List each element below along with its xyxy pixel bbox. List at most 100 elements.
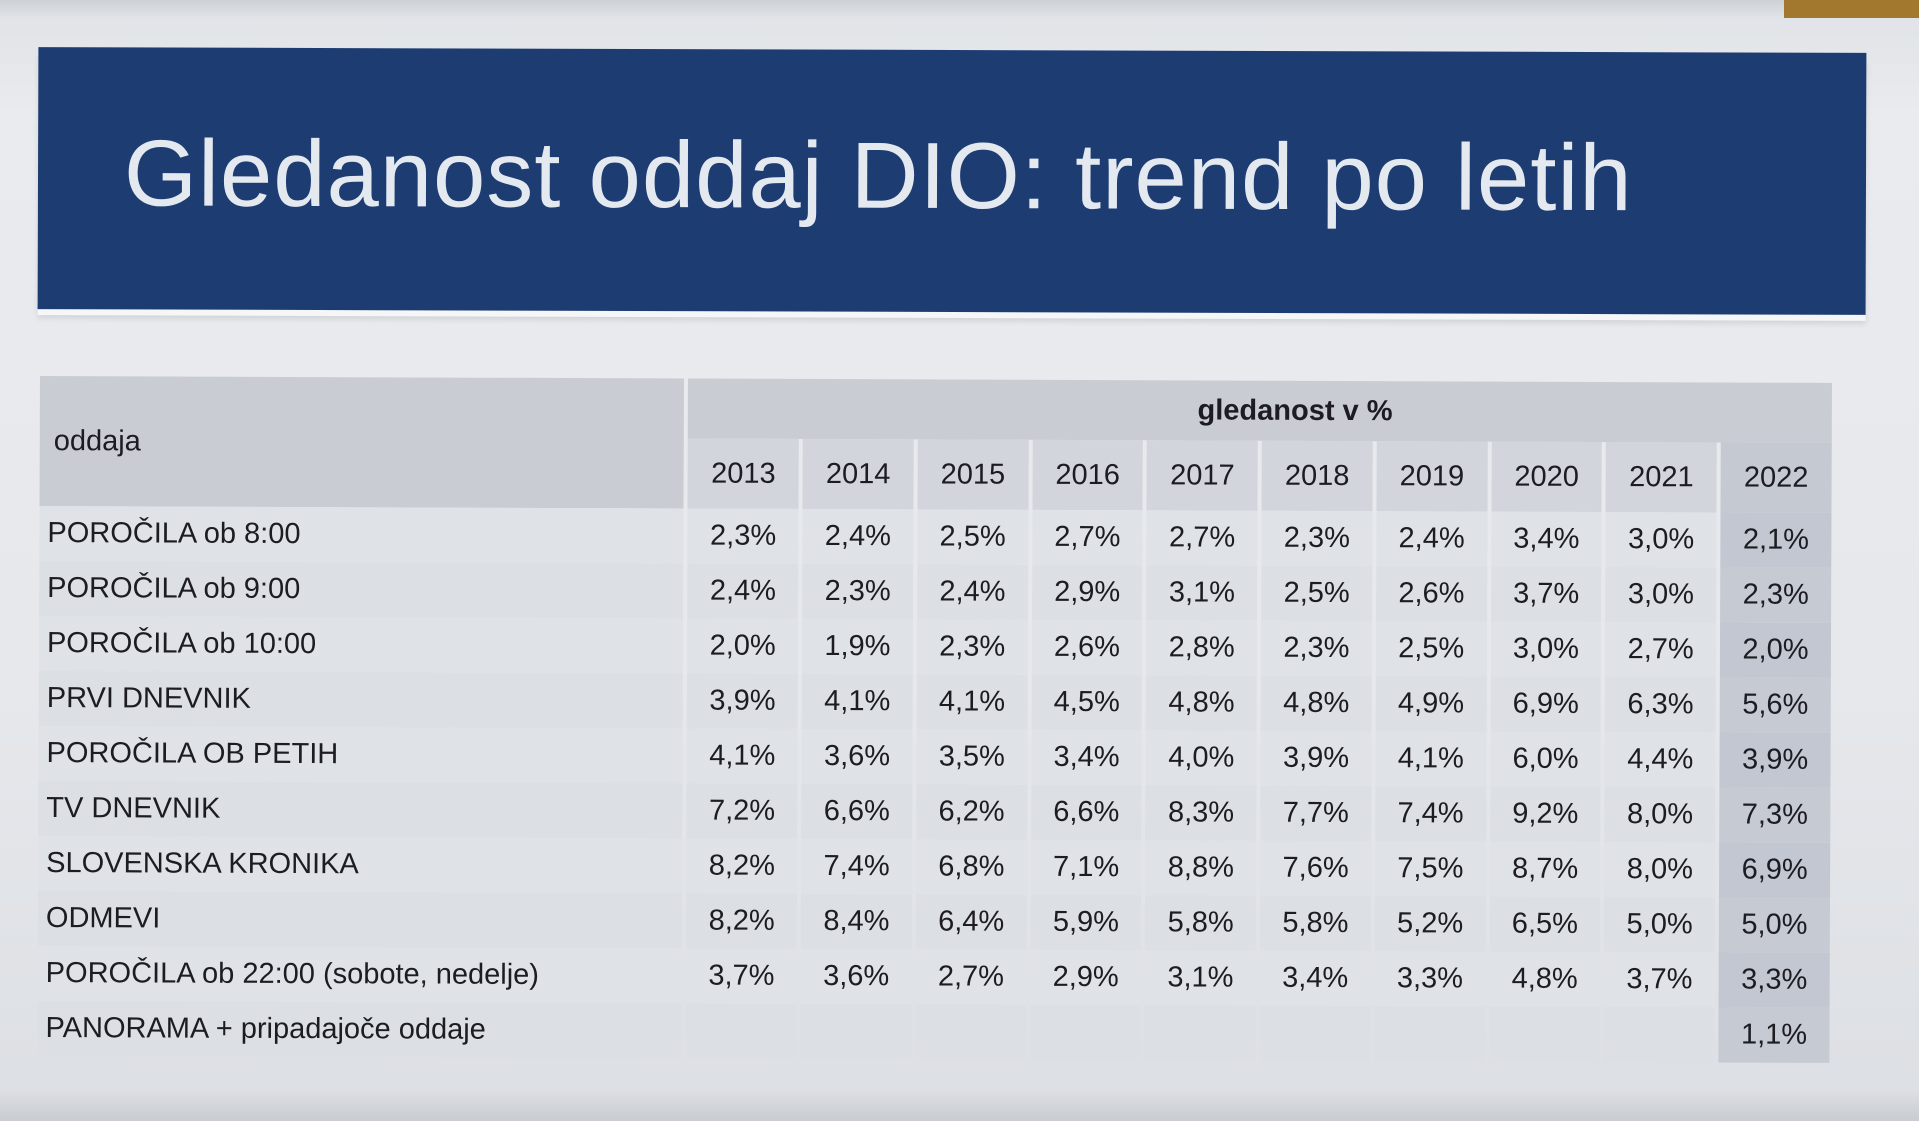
rating-cell-2013: 2,3% [687, 508, 799, 564]
rating-cell-2014: 2,3% [802, 563, 914, 620]
rating-cell-2014: 4,1% [801, 673, 913, 730]
rating-cell-2019 [1374, 1006, 1486, 1062]
rating-cell-2018: 2,3% [1261, 510, 1373, 567]
rating-cell-2015: 6,8% [915, 839, 1027, 895]
row-program-name: PANORAMA + pripadajoče oddaje [37, 1001, 682, 1059]
row-program-name: ODMEVI [37, 891, 683, 949]
rating-cell-2013: 4,1% [686, 728, 798, 784]
rating-cell-2014: 2,4% [802, 508, 914, 565]
rating-cell-2016: 5,9% [1030, 894, 1142, 951]
table-row: TV DNEVNIK 7,2% 6,6% 6,2% 6,6% 8,3% 7,7% 7,4% 9,… [38, 781, 1831, 843]
rating-cell-2017: 2,7% [1146, 510, 1258, 566]
rating-cell-2020 [1489, 1006, 1600, 1063]
rating-cell-2020: 6,0% [1490, 731, 1602, 788]
rating-cell-2016: 2,9% [1030, 949, 1142, 1006]
rating-cell-2015: 2,4% [916, 564, 1028, 620]
rating-cell-2018: 7,7% [1260, 785, 1372, 842]
row-program-name: SLOVENSKA KRONIKA [38, 836, 683, 894]
rating-cell-2013: 7,2% [686, 783, 798, 839]
rating-cell-2017: 8,8% [1145, 840, 1257, 896]
ratings-table-container: oddaja gledanost v % 2013 2014 2015 2016 201… [33, 376, 1836, 1063]
rating-cell-2014: 1,9% [801, 618, 913, 675]
rating-cell-2020: 6,9% [1490, 676, 1602, 733]
rating-cell-2019: 2,4% [1376, 511, 1488, 567]
table-row: POROČILA ob 22:00 (sobote, nedelje) 3,7% 3… [37, 946, 1830, 1008]
rating-cell-2022: 1,1% [1718, 1007, 1830, 1063]
title-banner: Gledanost oddaj DIO: trend po letih [37, 47, 1867, 315]
rating-cell-2018: 2,3% [1260, 620, 1372, 677]
rating-cell-2018: 7,6% [1260, 840, 1372, 897]
rating-cell-2016: 2,9% [1031, 564, 1143, 621]
rating-cell-2018: 3,9% [1260, 730, 1372, 787]
ratings-table: oddaja gledanost v % 2013 2014 2015 2016 201… [33, 376, 1836, 1063]
rating-cell-2015: 2,5% [917, 509, 1029, 565]
row-program-name: POROČILA OB PETIH [38, 726, 684, 784]
rating-cell-2020: 4,8% [1489, 951, 1601, 1008]
row-program-name: TV DNEVNIK [38, 781, 683, 839]
rating-cell-2017: 5,8% [1145, 895, 1257, 951]
rating-cell-2013 [685, 1003, 797, 1059]
year-header-2016: 2016 [1032, 439, 1144, 511]
rating-cell-2014: 6,6% [801, 783, 913, 840]
rating-cell-2019: 2,6% [1375, 566, 1487, 622]
rating-cell-2017: 8,3% [1145, 785, 1257, 841]
rating-cell-2013: 3,9% [687, 673, 798, 729]
rating-cell-2016: 2,7% [1031, 509, 1143, 566]
table-header: oddaja gledanost v % 2013 2014 2015 2016 201… [39, 376, 1832, 513]
table-row: PANORAMA + pripadajoče oddaje 1,1% [37, 1001, 1830, 1063]
rating-cell-2021: 6,3% [1605, 677, 1716, 733]
rating-cell-2015: 3,5% [916, 729, 1028, 785]
photo-bottom-edge [0, 1089, 1919, 1121]
row-program-name: POROČILA ob 10:00 [38, 616, 684, 674]
rating-cell-2022: 2,1% [1720, 512, 1832, 568]
rating-cell-2016: 7,1% [1030, 839, 1142, 896]
rating-cell-2013: 2,4% [687, 563, 799, 619]
rating-cell-2015: 2,3% [916, 619, 1028, 675]
year-header-2019: 2019 [1376, 441, 1488, 512]
rating-cell-2018: 4,8% [1260, 675, 1372, 732]
rating-cell-2022: 7,3% [1719, 787, 1831, 843]
table-row: POROČILA ob 10:00 2,0% 1,9% 2,3% 2,6% 2,8% 2,3… [38, 616, 1832, 678]
rating-cell-2021: 3,0% [1605, 512, 1717, 568]
rating-cell-2015: 6,2% [916, 784, 1028, 840]
rating-cell-2020: 8,7% [1489, 841, 1601, 898]
rating-cell-2019: 2,5% [1375, 621, 1487, 677]
rating-cell-2020: 3,4% [1490, 511, 1602, 568]
rating-cell-2018 [1259, 1005, 1371, 1062]
table-row: SLOVENSKA KRONIKA 8,2% 7,4% 6,8% 7,1% 8,8% 7,6… [38, 836, 1831, 898]
rating-cell-2017: 3,1% [1146, 565, 1258, 621]
year-header-2015: 2015 [917, 439, 1029, 510]
rating-cell-2013: 8,2% [686, 838, 798, 894]
rating-cell-2016: 3,4% [1031, 729, 1143, 786]
row-program-name: POROČILA ob 8:00 [39, 506, 684, 564]
year-header-2020: 2020 [1491, 441, 1603, 513]
rating-cell-2021 [1603, 1007, 1715, 1063]
rating-cell-2022: 2,3% [1720, 567, 1832, 623]
rating-cell-2018: 2,5% [1261, 565, 1373, 622]
corner-strip [1784, 0, 1919, 18]
rating-cell-2021: 3,7% [1603, 952, 1715, 1008]
rating-cell-2018: 5,8% [1259, 895, 1371, 952]
rating-cell-2022: 3,3% [1718, 952, 1830, 1008]
rating-cell-2022: 6,9% [1719, 842, 1831, 898]
rating-cell-2022: 2,0% [1719, 622, 1832, 678]
rating-cell-2019: 4,9% [1375, 676, 1487, 732]
rating-cell-2014: 3,6% [801, 728, 913, 785]
rating-cell-2016: 4,5% [1031, 674, 1143, 731]
rating-cell-2019: 3,3% [1374, 951, 1486, 1007]
rating-cell-2021: 5,0% [1604, 897, 1716, 953]
rating-cell-2020: 6,5% [1489, 896, 1601, 953]
rating-cell-2015 [915, 1004, 1027, 1060]
table-body: POROČILA ob 8:00 2,3% 2,4% 2,5% 2,7% 2,7% 2,3%… [37, 506, 1832, 1063]
rating-cell-2021: 8,0% [1604, 842, 1716, 898]
rating-cell-2020: 9,2% [1489, 786, 1601, 843]
rating-cell-2017: 3,1% [1144, 950, 1256, 1006]
rating-cell-2013: 8,2% [686, 893, 798, 949]
column-group-header: gledanost v % [688, 378, 1832, 443]
rating-cell-2018: 3,4% [1259, 950, 1371, 1007]
rating-cell-2020: 3,0% [1490, 621, 1602, 678]
rating-cell-2015: 6,4% [915, 894, 1027, 950]
rating-cell-2022: 5,0% [1718, 897, 1831, 953]
year-header-2022: 2022 [1720, 442, 1832, 513]
year-header-2014: 2014 [802, 438, 914, 510]
